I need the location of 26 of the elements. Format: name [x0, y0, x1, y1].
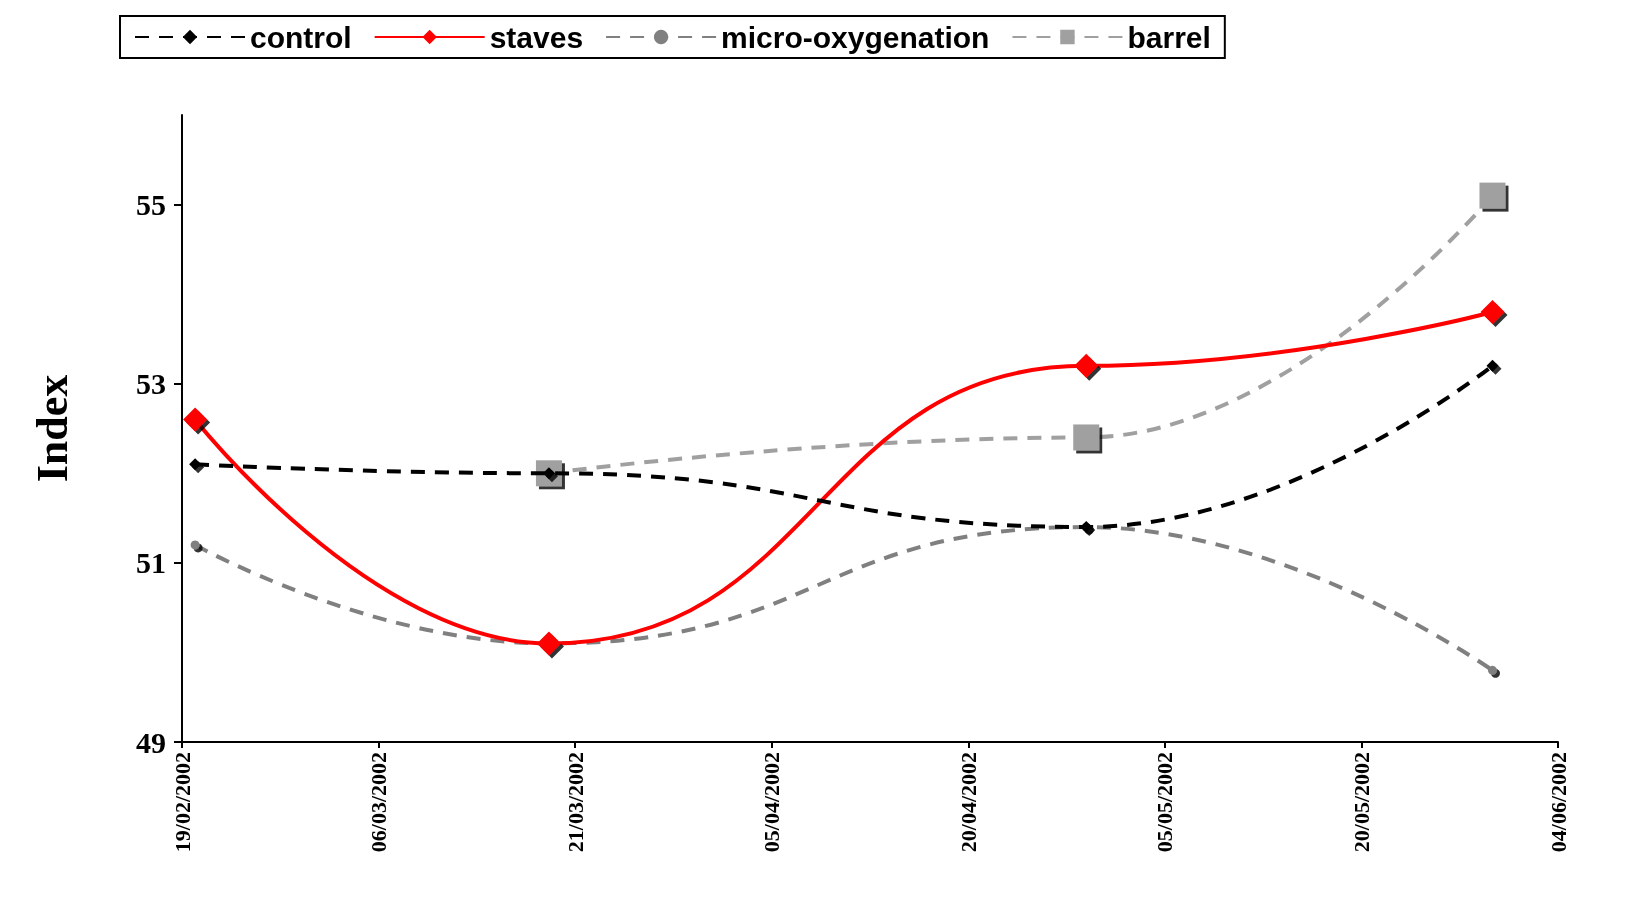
x-tick-label: 05/05/2002: [1152, 752, 1178, 853]
x-tick-label: 05/04/2002: [759, 752, 785, 853]
y-tick-label: 55: [136, 188, 166, 222]
x-tick-label: 20/05/2002: [1348, 752, 1374, 853]
legend-label: staves: [489, 20, 584, 54]
x-tick-label: 21/03/2002: [562, 752, 588, 853]
point: [1073, 424, 1100, 451]
legend-label: control: [250, 20, 352, 54]
point: [1487, 665, 1497, 675]
point: [1074, 353, 1099, 378]
y-tick-label: 49: [136, 725, 166, 759]
y-tick-label: 53: [136, 367, 166, 401]
point: [1486, 359, 1499, 372]
point: [1479, 182, 1506, 209]
legend-label: barrel: [1127, 20, 1211, 54]
x-tick-label: 19/02/2002: [169, 752, 195, 853]
point: [183, 407, 208, 432]
point: [190, 540, 200, 550]
legend-label: micro-oxygenation: [721, 20, 990, 54]
y-axis-title: Index: [27, 374, 77, 483]
y-tick-label: 51: [136, 546, 166, 580]
x-tick-label: 04/06/2002: [1545, 752, 1571, 853]
point: [1480, 300, 1505, 325]
x-tick-label: 06/03/2002: [366, 752, 392, 853]
x-tick-label: 20/04/2002: [955, 752, 981, 853]
point: [536, 631, 561, 656]
